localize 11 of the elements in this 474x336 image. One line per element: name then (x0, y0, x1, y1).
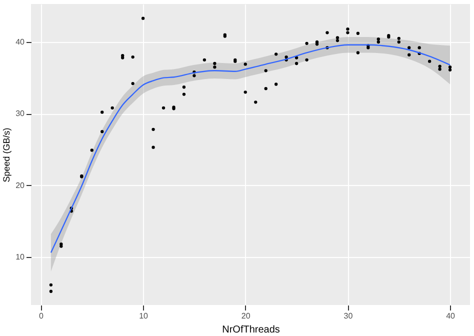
y-tick-label: 10 (16, 252, 26, 262)
x-tick-label: 20 (241, 312, 251, 320)
x-tick-label: 10 (139, 312, 149, 320)
x-axis-title: NrOfThreads (222, 324, 280, 336)
y-tick-label: 20 (16, 180, 26, 190)
y-tick-label: 30 (16, 109, 26, 118)
x-tick-label: 30 (344, 312, 354, 320)
x-tick-label: 40 (446, 312, 456, 320)
y-axis-title: Speed (GB/s) (2, 128, 12, 182)
x-tick-label: 0 (38, 312, 44, 320)
y-tick-label: 40 (16, 37, 26, 46)
